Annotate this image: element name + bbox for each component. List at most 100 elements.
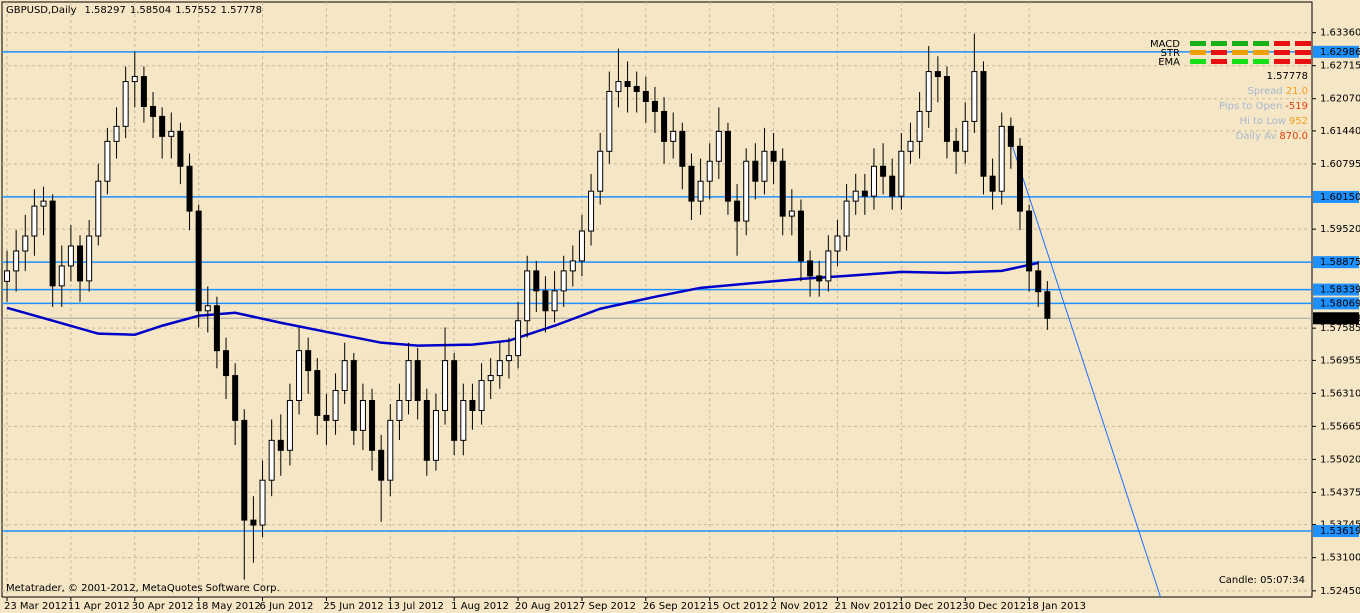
header-value: 1.57552 xyxy=(175,5,216,16)
y-tick-label: 1.52450 xyxy=(1320,586,1360,597)
candle-body xyxy=(104,140,111,182)
level-label-box xyxy=(1313,190,1359,203)
stat: Pips to Open -519 xyxy=(1219,101,1308,112)
candle-body xyxy=(378,449,385,481)
candle-body xyxy=(533,270,540,292)
candle-body xyxy=(953,140,960,152)
candle-body xyxy=(998,125,1005,192)
candle-body xyxy=(788,210,795,217)
candle-body xyxy=(661,110,668,142)
candle-body xyxy=(807,260,814,277)
current-price-box xyxy=(1313,312,1359,325)
moving-average xyxy=(6,261,1039,347)
candle-body xyxy=(478,380,485,411)
level-label-box xyxy=(1313,256,1359,269)
candle-body xyxy=(296,350,303,401)
signal-row-label: EMA xyxy=(1158,57,1180,68)
candle-body xyxy=(369,399,376,451)
candle-body xyxy=(58,265,65,287)
x-tick-label: 7 Sep 2012 xyxy=(579,601,636,612)
candle-body xyxy=(487,375,494,382)
candle-body xyxy=(962,120,969,152)
level-label: 1.58875 xyxy=(1320,257,1360,268)
candle-body xyxy=(642,90,649,102)
candle-body xyxy=(560,270,567,292)
candle-body xyxy=(706,160,713,182)
candle-body xyxy=(578,230,585,262)
symbol: GBPUSD,Daily xyxy=(6,5,77,16)
signal-cell xyxy=(1274,50,1290,55)
candle-body xyxy=(131,76,138,83)
candle-body xyxy=(752,160,759,182)
level-label-box xyxy=(1313,283,1359,296)
signal-cell xyxy=(1211,50,1227,55)
level-label: 1.62986 xyxy=(1320,47,1360,58)
candle-body xyxy=(743,160,750,222)
y-tick-label: 1.61440 xyxy=(1320,126,1360,137)
candle-body xyxy=(734,200,741,222)
candle-body xyxy=(286,399,293,451)
candle-body xyxy=(305,350,312,372)
stat: Hi to Low 952 xyxy=(1240,116,1308,127)
signal-row-label: STR xyxy=(1161,48,1180,59)
x-tick-label: 26 Sep 2012 xyxy=(643,601,706,612)
candle-body xyxy=(615,81,622,92)
candle-body xyxy=(797,210,804,262)
signal-cell xyxy=(1190,59,1206,64)
candle-body xyxy=(314,370,321,416)
candle-body xyxy=(241,419,248,521)
candle-body xyxy=(925,71,932,112)
candle-body xyxy=(861,190,868,197)
candle-body xyxy=(515,320,522,357)
candle-body xyxy=(1016,145,1023,212)
y-tick-label: 1.63360 xyxy=(1320,28,1360,39)
candle-body xyxy=(779,160,786,217)
signal-row-label: MACD xyxy=(1150,39,1180,50)
candle-body xyxy=(122,81,129,127)
y-tick-label: 1.62070 xyxy=(1320,94,1360,105)
candle-body xyxy=(49,200,56,287)
y-tick-label: 1.56955 xyxy=(1320,355,1360,366)
stat-label: Pips to Open xyxy=(1219,101,1282,112)
stat-label: Daily Av xyxy=(1236,131,1277,142)
candle-body xyxy=(405,360,412,401)
candle-body xyxy=(150,105,157,117)
stat-value: 21.0 xyxy=(1286,86,1308,97)
candle-body xyxy=(277,439,284,451)
price-display: 1.57778 xyxy=(1267,71,1308,82)
candle-body xyxy=(606,90,613,152)
signal-cell xyxy=(1295,50,1311,55)
y-tick-label: 1.55020 xyxy=(1320,454,1360,465)
candle-body xyxy=(396,399,403,421)
level-label: 1.58339 xyxy=(1320,285,1360,296)
candle-body xyxy=(359,399,366,431)
candle-body xyxy=(870,165,877,197)
candle-body xyxy=(633,86,640,92)
x-tick-label: 15 Oct 2012 xyxy=(707,601,769,612)
signal-cell xyxy=(1211,59,1227,64)
candle-timer: Candle: 05:07:34 xyxy=(1219,575,1305,586)
x-tick-label: 6 Jun 2012 xyxy=(260,601,314,612)
candle-body xyxy=(697,180,704,202)
candle-body xyxy=(761,150,768,182)
candle-body xyxy=(597,150,604,192)
signal-cell xyxy=(1211,41,1227,46)
candle-body xyxy=(350,360,357,431)
y-tick-label: 1.55665 xyxy=(1320,421,1360,432)
signal-cell xyxy=(1232,59,1248,64)
x-tick-label: 23 Mar 2012 xyxy=(4,601,67,612)
candle-body xyxy=(223,350,230,377)
candle-body xyxy=(624,81,631,88)
level-label: 1.60150 xyxy=(1320,192,1360,203)
stat: Daily Av 870.0 xyxy=(1236,131,1308,142)
y-tick-label: 1.59520 xyxy=(1320,224,1360,235)
candle-body xyxy=(4,270,11,282)
signal-cell xyxy=(1274,59,1290,64)
candle-body xyxy=(715,130,722,162)
stat: Spread 21.0 xyxy=(1248,86,1308,97)
candle-body xyxy=(816,275,823,282)
x-tick-label: 25 Jun 2012 xyxy=(323,601,383,612)
y-tick-label: 1.62715 xyxy=(1320,61,1360,72)
